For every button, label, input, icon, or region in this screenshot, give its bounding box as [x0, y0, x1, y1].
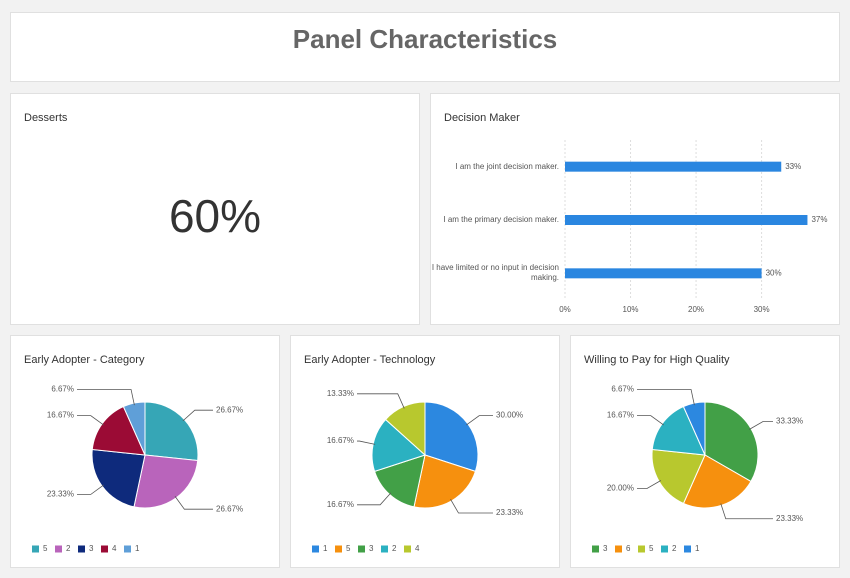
chart-title: Decision Maker	[444, 112, 520, 124]
legend-label: 6	[626, 544, 631, 553]
y-tick-label: I have limited or no input in decision m…	[431, 263, 559, 283]
slice-label: 6.67%	[611, 385, 634, 394]
legend-label: 4	[415, 544, 420, 553]
leader-line	[174, 496, 213, 510]
legend-label: 1	[135, 544, 140, 553]
legend-swatch	[312, 545, 319, 553]
slice-label: 30.00%	[496, 411, 523, 420]
legend-label: 2	[66, 544, 71, 553]
legend-label: 5	[346, 544, 351, 553]
bar	[565, 161, 782, 172]
leader-line	[637, 389, 695, 406]
y-tick-label: I am the joint decision maker.	[455, 161, 559, 171]
leader-line	[77, 389, 135, 406]
legend-swatch	[358, 545, 365, 553]
slice-label: 26.67%	[216, 504, 243, 513]
legend-swatch	[661, 545, 668, 553]
legend-label: 3	[369, 544, 374, 553]
legend-label: 4	[112, 544, 117, 553]
slice-label: 16.67%	[47, 411, 74, 420]
leader-line	[77, 415, 104, 426]
legend-label: 5	[43, 544, 48, 553]
leader-line	[637, 415, 664, 426]
legend-swatch	[638, 545, 645, 553]
slice-label: 23.33%	[776, 514, 803, 523]
leader-line	[357, 393, 405, 409]
x-tick-label: 10%	[623, 305, 639, 314]
legend-swatch	[55, 545, 62, 553]
leader-line	[637, 480, 662, 489]
x-tick-label: 0%	[559, 305, 571, 314]
legend-swatch	[124, 545, 131, 553]
slice-label: 6.67%	[51, 385, 74, 394]
legend-swatch	[32, 545, 39, 553]
legend-swatch	[615, 545, 622, 553]
pie-slice	[144, 401, 199, 462]
y-tick-label: I am the primary decision maker.	[443, 215, 559, 224]
legend-label: 2	[392, 544, 397, 553]
header-panel	[10, 12, 840, 82]
legend-swatch	[592, 545, 599, 553]
slice-label: 26.67%	[216, 405, 243, 414]
value-label: 33%	[785, 162, 801, 171]
slice-label: 20.00%	[607, 484, 634, 493]
legend-swatch	[404, 545, 411, 553]
value-label: 30%	[766, 268, 782, 277]
leader-line	[357, 440, 376, 445]
chart-title: Early Adopter - Technology	[304, 354, 436, 366]
bar	[565, 268, 762, 279]
leader-line	[182, 409, 213, 422]
value-label: 37%	[811, 215, 827, 224]
legend-label: 5	[649, 544, 654, 553]
slice-label: 23.33%	[496, 508, 523, 517]
leader-line	[77, 484, 104, 495]
legend-label: 1	[323, 544, 328, 553]
leader-line	[357, 492, 392, 506]
panel	[10, 93, 420, 325]
x-tick-label: 20%	[688, 305, 704, 314]
slice-label: 16.67%	[327, 436, 354, 445]
chart-title: Early Adopter - Category	[24, 354, 145, 366]
x-tick-label: 30%	[754, 305, 770, 314]
legend-swatch	[684, 545, 691, 553]
legend-swatch	[101, 545, 108, 553]
legend-label: 3	[89, 544, 94, 553]
bar	[565, 215, 808, 225]
legend-label: 2	[672, 544, 677, 553]
chart-title: Desserts	[24, 112, 68, 124]
slice-label: 16.67%	[607, 411, 634, 420]
leader-line	[466, 415, 493, 426]
legend-label: 1	[695, 544, 700, 553]
metric-value: 60%	[169, 190, 261, 242]
leader-line	[748, 421, 773, 430]
slice-label: 23.33%	[47, 489, 74, 498]
leader-line	[720, 503, 773, 520]
legend-swatch	[381, 545, 388, 553]
legend-label: 3	[603, 544, 608, 553]
page-title: Panel Characteristics	[293, 24, 557, 54]
legend-swatch	[335, 545, 342, 553]
chart-title: Willing to Pay for High Quality	[584, 354, 730, 366]
panel	[430, 93, 840, 325]
legend-swatch	[78, 545, 85, 553]
slice-label: 16.67%	[327, 500, 354, 509]
leader-line	[450, 498, 493, 514]
slice-label: 13.33%	[327, 389, 354, 398]
slice-label: 33.33%	[776, 417, 803, 426]
